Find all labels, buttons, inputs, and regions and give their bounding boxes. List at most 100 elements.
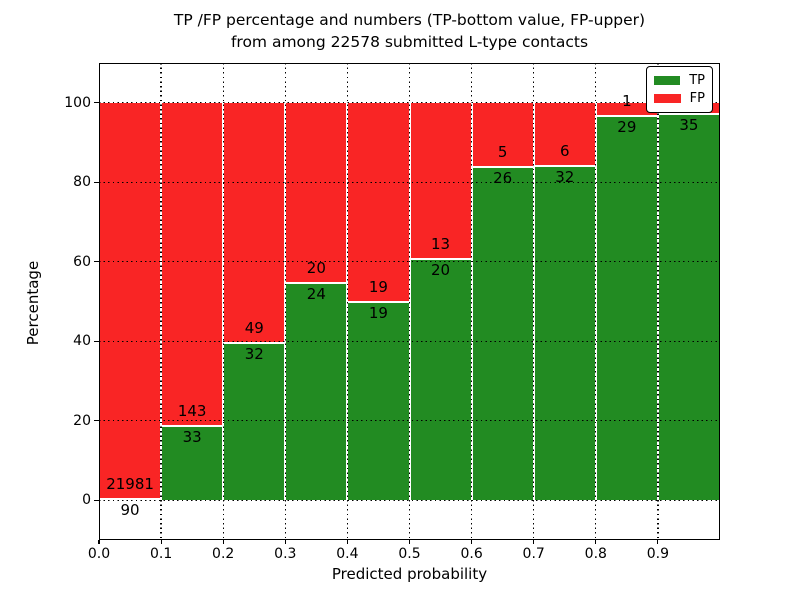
bar-edge: [99, 497, 162, 500]
x-tick-label: 0.1: [149, 546, 173, 562]
x-tick-label: 0.3: [274, 546, 297, 562]
gridline-x: [222, 63, 224, 540]
chart-title: TP /FP percentage and numbers (TP-bottom…: [99, 9, 720, 53]
bar-label-tp: 33: [182, 427, 202, 446]
y-tick-label: 20: [73, 412, 91, 429]
gridline-x: [595, 63, 597, 540]
gridline-y: [99, 340, 720, 342]
bar-label-fp: 13: [431, 235, 451, 254]
x-axis-label: Predicted probability: [331, 565, 488, 583]
x-tick-label: 0.0: [87, 546, 111, 562]
y-tick: [94, 499, 99, 501]
bar-edge: [223, 342, 286, 345]
bar-label-tp: 32: [244, 345, 264, 364]
bar-label-fp: 1: [622, 91, 632, 110]
bar-label-tp: 90: [120, 500, 140, 519]
grid-layer: [99, 63, 720, 540]
x-tick: [471, 540, 473, 544]
y-tick: [94, 420, 99, 422]
bar-label-tp: 26: [493, 168, 513, 187]
x-tick: [284, 540, 286, 544]
bar-edge: [657, 112, 720, 115]
y-tick: [94, 261, 99, 263]
x-tick-label: 0.4: [336, 546, 359, 562]
y-tick-label: 80: [73, 174, 91, 191]
bar-edge: [347, 300, 410, 303]
legend-swatch-tp-icon: [654, 76, 681, 85]
x-tick: [533, 540, 535, 544]
legend-swatch-fp-icon: [654, 94, 681, 103]
bar-segment-tp: [595, 115, 658, 501]
bar-edge: [285, 282, 348, 285]
bar-label-fp: 20: [306, 259, 326, 278]
gridline-y: [99, 499, 720, 501]
x-tick: [222, 540, 224, 544]
chart-title-line2: from among 22578 submitted L-type contac…: [230, 33, 589, 51]
legend-entry-tp: TP: [654, 73, 705, 88]
bar-label-tp: 24: [306, 285, 326, 304]
bar-segment-fp: [223, 102, 286, 344]
y-axis-label: Percentage: [24, 260, 42, 346]
gridline-y: [99, 420, 720, 422]
bar-segment-tp: [657, 113, 720, 501]
bar-segment-tp: [161, 425, 224, 501]
bar-label-tp: 32: [555, 167, 575, 186]
gridline-x: [470, 63, 473, 540]
gridline-x: [284, 63, 286, 540]
bar-segment-fp: [285, 102, 348, 284]
gridline-y: [99, 181, 720, 183]
x-tick-label: 0.5: [398, 546, 421, 562]
bar-segment-tp: [223, 343, 286, 501]
x-tick-label: 0.6: [460, 546, 483, 562]
gridline-y: [99, 102, 720, 104]
bar-label-fp: 19: [368, 277, 388, 296]
x-tick: [595, 540, 597, 544]
legend-label-tp: TP: [689, 73, 705, 88]
bar-label-tp: 29: [617, 117, 637, 136]
bar-label-fp: 49: [244, 319, 264, 338]
bar-label-tp: 19: [368, 303, 388, 322]
x-tick: [98, 540, 100, 544]
y-tick: [94, 181, 99, 183]
bar-segment-fp: [161, 102, 224, 426]
bar-edge: [595, 114, 658, 117]
gridline-x: [533, 63, 535, 540]
gridline-x: [657, 63, 659, 540]
gridline-y: [99, 261, 720, 263]
bar-segment-fp: [595, 102, 658, 116]
bar-segment-fp: [533, 102, 596, 166]
bar-label-fp: 21981: [106, 474, 154, 493]
bar-segment-fp: [471, 102, 534, 167]
x-tick-label: 0.7: [522, 546, 545, 562]
x-tick: [657, 540, 659, 544]
bar-segment-fp: [99, 102, 162, 499]
bar-label-fp: 143: [177, 401, 207, 420]
legend-label-fp: FP: [689, 91, 705, 106]
x-tick: [408, 540, 411, 544]
y-tick-label: 0: [82, 492, 91, 509]
bar-segment-tp: [347, 301, 410, 501]
bars-layer: [99, 63, 720, 540]
y-tick-label: 40: [73, 333, 91, 350]
y-tick: [94, 102, 99, 104]
bar-edge: [533, 164, 596, 167]
bar-segment-tp: [409, 259, 472, 501]
bar-label-fp: 6: [559, 141, 570, 160]
bar-segment-fp: [347, 102, 410, 302]
bar-edge: [409, 258, 472, 261]
bar-labels-layer: 21981 90 143 33 49 32 20 24 19 19 13 20 5 26 6 32 1 29 35: [99, 63, 720, 540]
bar-edge: [471, 165, 534, 168]
x-tick-label: 0.8: [584, 546, 607, 562]
x-tick-label: 0.9: [646, 546, 670, 562]
gridline-x: [408, 63, 411, 540]
x-tick: [346, 540, 348, 544]
bar-label-fp: 5: [497, 142, 508, 161]
bar-label-tp: 20: [431, 261, 451, 280]
plot-area: 21981 90 143 33 49 32 20 24 19 19 13 20 5 26 6 32 1 29 35 …: [99, 63, 720, 540]
y-tick: [94, 340, 99, 342]
chart-title-line1: TP /FP percentage and numbers (TP-bottom…: [173, 11, 646, 29]
legend: TP FP: [646, 66, 713, 113]
bar-segment-tp: [471, 166, 534, 501]
gridline-x: [160, 63, 162, 540]
